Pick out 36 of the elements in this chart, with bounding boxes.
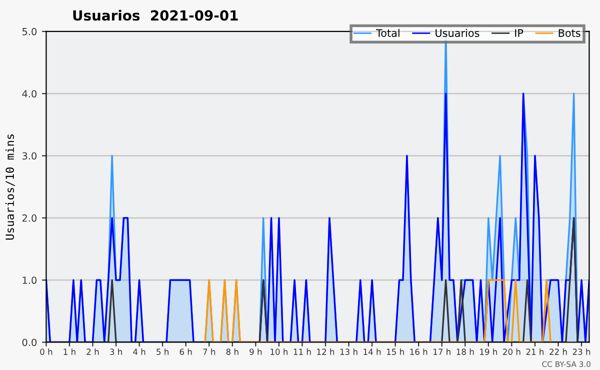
- y-tick-label: 2.0: [22, 214, 37, 222]
- x-tick-label: 9 h: [250, 348, 262, 355]
- x-tick-label: 15 h: [386, 348, 404, 355]
- x-tick-label: 17 h: [434, 348, 450, 355]
- legend-label: IP: [515, 29, 524, 37]
- y-tick-label: 5.0: [22, 28, 37, 36]
- x-tick-label: 23 h: [572, 348, 590, 355]
- x-tick-label: 11 h: [294, 348, 311, 355]
- x-tick-label: 8 h: [226, 348, 238, 355]
- x-tick-label: 22 h: [550, 348, 567, 355]
- y-tick-label: 4.0: [22, 90, 37, 98]
- y-tick-label: 0.0: [22, 338, 37, 346]
- x-tick-label: 2 h: [86, 348, 99, 355]
- y-axis-title: Usuarios/10 mins: [5, 134, 15, 240]
- legend-label: Bots: [558, 29, 580, 37]
- x-tick-label: 0 h: [40, 348, 52, 355]
- x-tick-label: 16 h: [410, 348, 428, 355]
- chart-title: Usuarios 2021-09-01: [73, 10, 238, 21]
- y-tick-label: 1.0: [22, 276, 37, 284]
- x-tick-label: 6 h: [180, 348, 192, 355]
- x-tick-label: 3 h: [110, 348, 122, 355]
- x-tick-label: 7 h: [203, 348, 216, 355]
- x-tick-label: 4 h: [133, 348, 146, 355]
- x-tick-label: 1 h: [64, 348, 76, 355]
- x-tick-label: 20 h: [503, 348, 520, 355]
- x-tick-label: 13 h: [340, 348, 358, 355]
- legend-label: Total: [376, 28, 400, 37]
- x-tick-label: 5 h: [156, 348, 168, 355]
- x-tick-label: 12 h: [317, 348, 334, 355]
- x-tick-label: 21 h: [526, 348, 544, 355]
- x-tick-label: 18 h: [456, 348, 474, 355]
- x-tick-label: 10 h: [270, 348, 288, 355]
- x-tick-label: 14 h: [364, 348, 381, 355]
- x-tick-label: 19 h: [480, 348, 497, 355]
- legend-label: Usuarios: [436, 28, 480, 37]
- y-tick-label: 3.0: [22, 152, 37, 160]
